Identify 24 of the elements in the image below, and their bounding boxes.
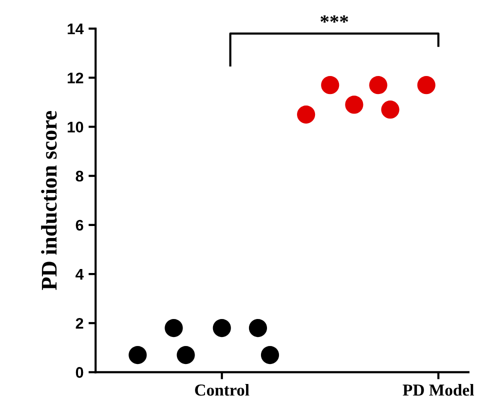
point xyxy=(128,346,147,364)
x-tick-label: PD Model xyxy=(402,384,474,396)
point xyxy=(369,76,388,94)
point xyxy=(321,76,340,94)
point xyxy=(248,318,268,338)
point xyxy=(345,96,364,114)
point xyxy=(381,100,400,119)
point xyxy=(260,346,280,364)
point xyxy=(164,318,183,338)
y-axis-title: PD induction score xyxy=(41,111,57,290)
text: *** xyxy=(320,15,348,23)
point xyxy=(176,346,195,364)
y-tick-label: 6 xyxy=(76,220,84,231)
y-tick-label: 10 xyxy=(68,122,84,132)
point xyxy=(212,318,231,338)
point xyxy=(417,76,436,94)
y-tick-label: 12 xyxy=(68,72,84,84)
x-tick-label: Control xyxy=(195,384,250,396)
y-tick-label: 8 xyxy=(76,170,84,182)
point xyxy=(297,105,316,124)
y-tick-label: 14 xyxy=(68,24,84,34)
y-tick-label: 4 xyxy=(76,269,84,280)
y-tick-label: 0 xyxy=(76,367,84,378)
y-tick-label: 2 xyxy=(76,318,84,329)
